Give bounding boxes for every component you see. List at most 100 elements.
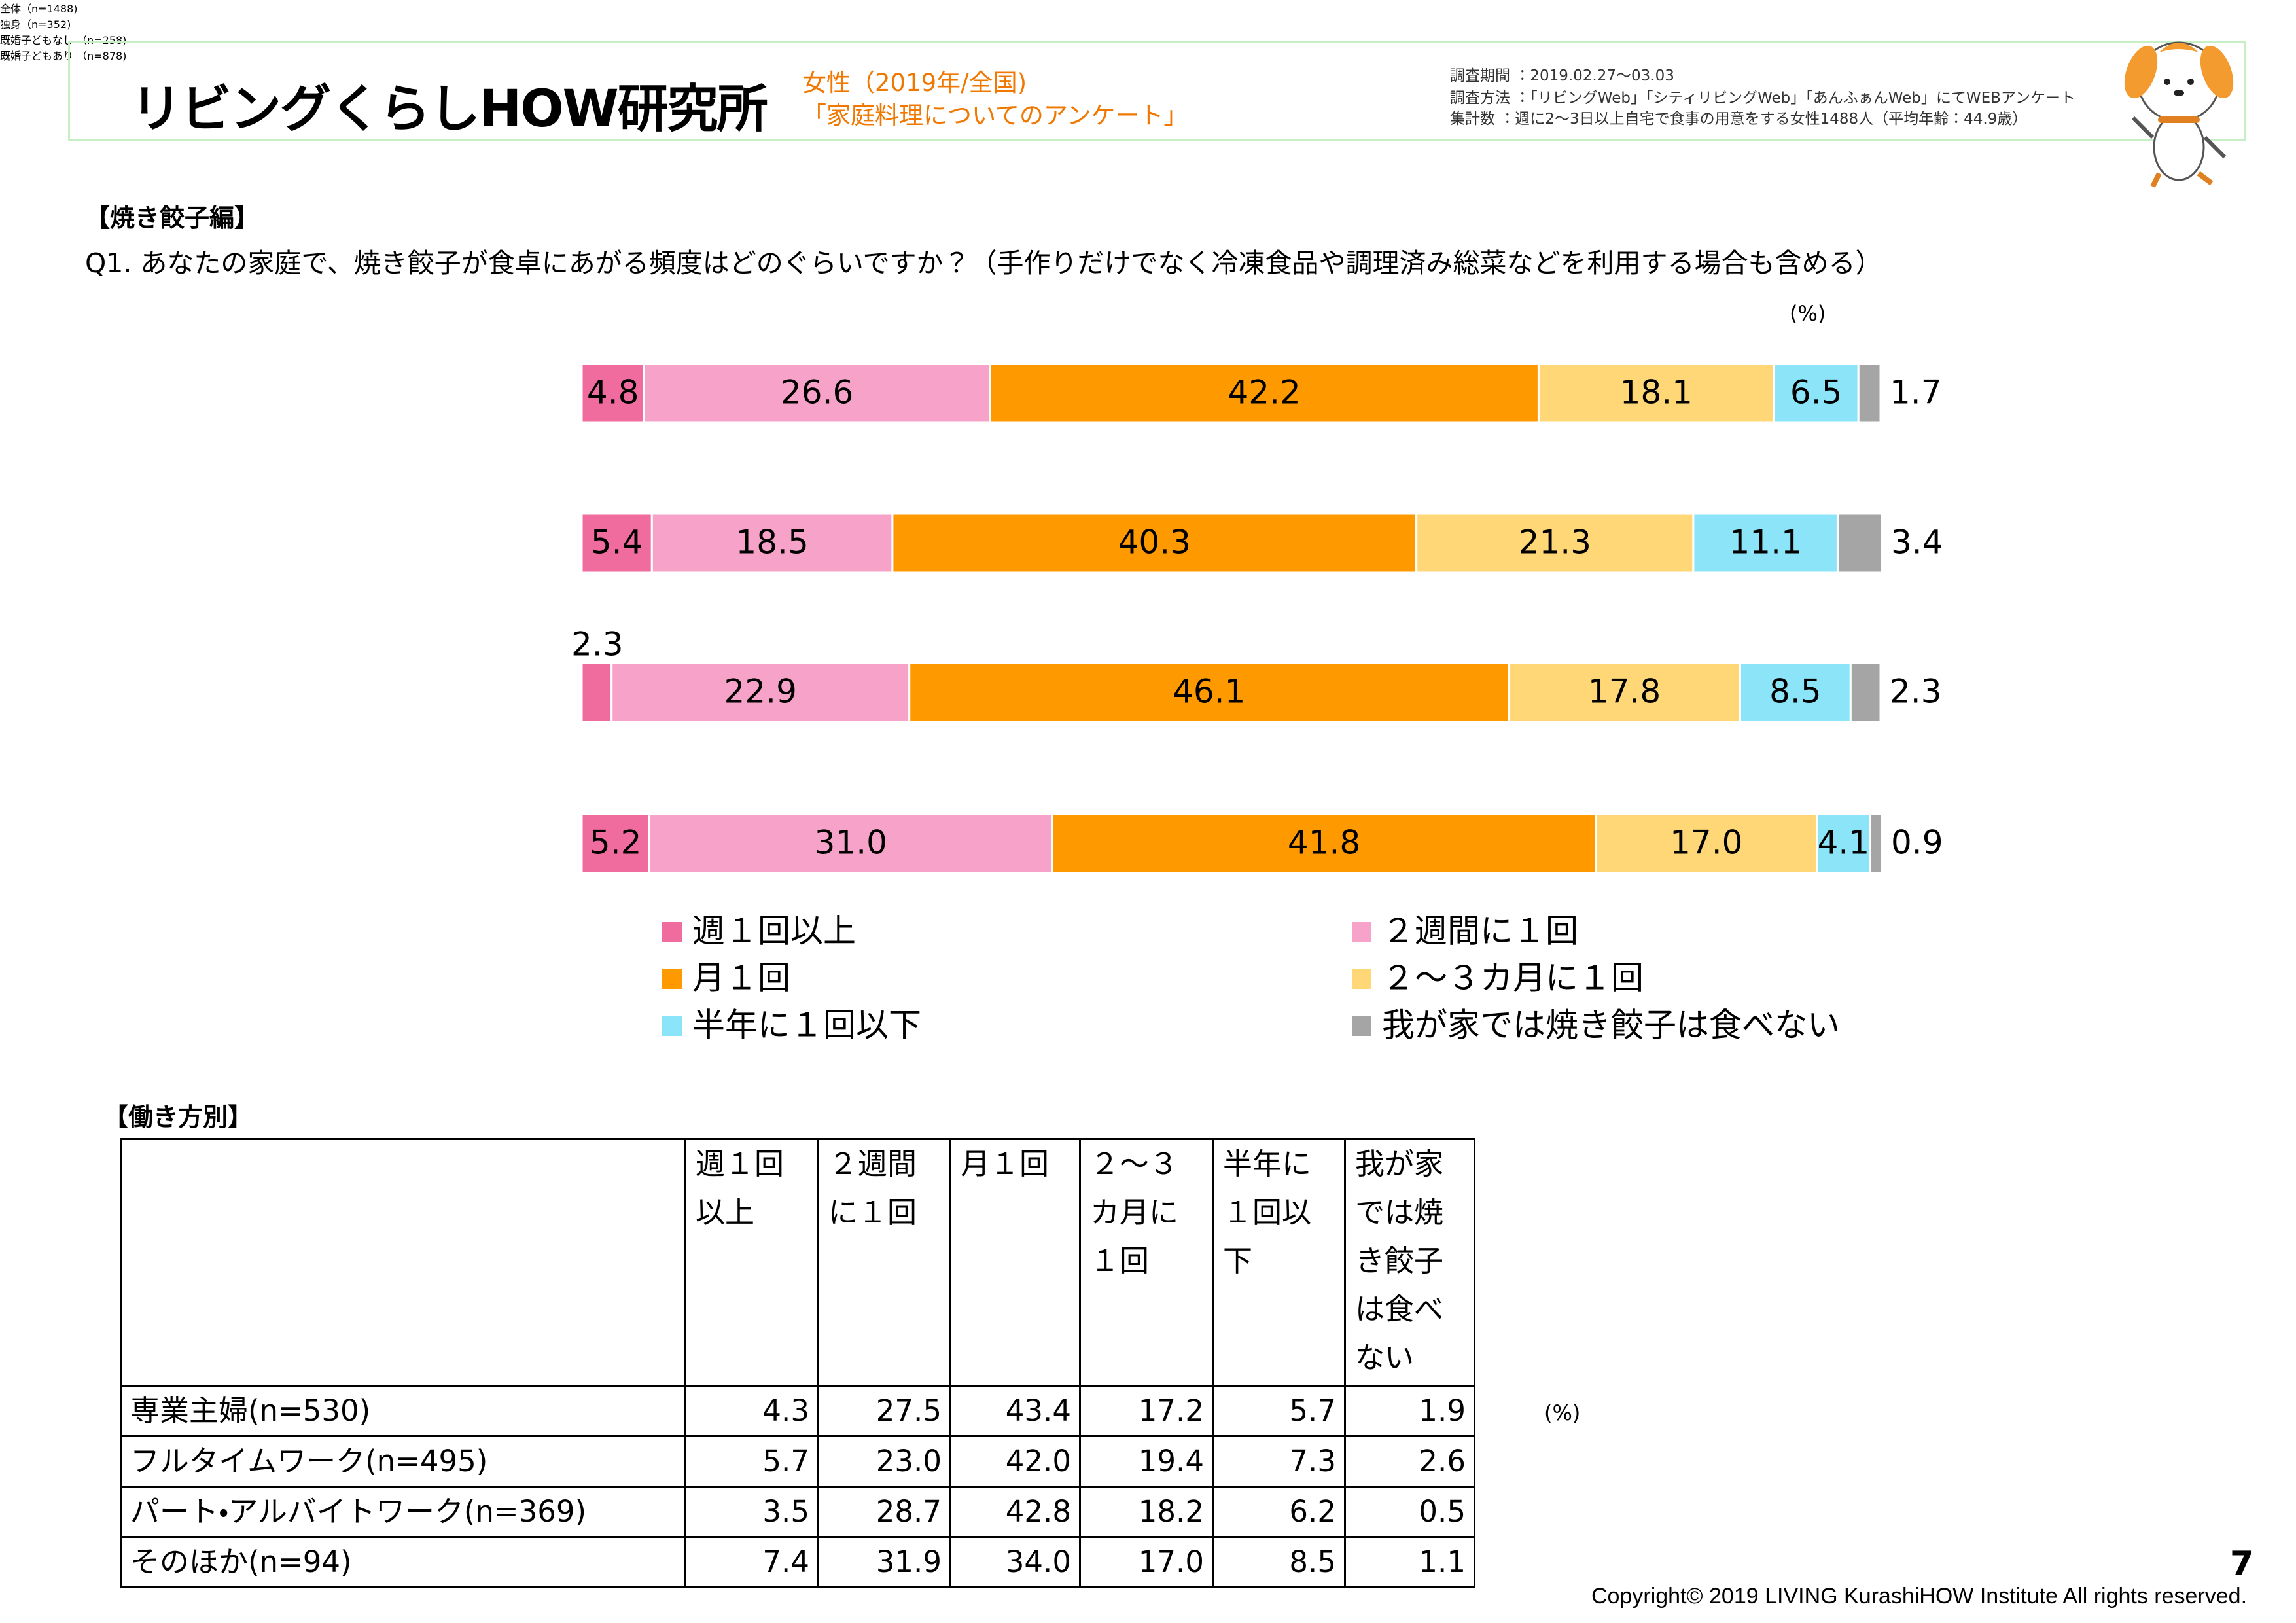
value-label: 18.5: [735, 524, 808, 562]
value-cell: 27.5: [817, 1385, 951, 1437]
value-cell: 1.1: [1344, 1536, 1475, 1588]
section-title: 【焼き餃子編】: [85, 204, 260, 232]
value-label: 22.9: [724, 673, 797, 711]
header-cell: [120, 1138, 686, 1387]
value-cell: 19.4: [1079, 1435, 1214, 1488]
value-cell: 18.2: [1079, 1486, 1214, 1538]
bar-segment: [989, 363, 1540, 424]
value-label: 18.1: [1620, 374, 1693, 412]
value-label: 8.5: [1769, 673, 1822, 711]
value-label: 4.8: [587, 374, 639, 412]
logo: リビングくらしHOW研究所: [131, 80, 768, 139]
bar-segment: [1849, 662, 1882, 723]
bar-segment: [1051, 813, 1597, 874]
page-number: 7: [2230, 1544, 2254, 1584]
bar-segment: [908, 662, 1510, 723]
bar-segment: [1836, 512, 1883, 574]
chart: 4.8 26.6 42.2 18.1 6.5 1.7 5.4 18.5 40.3 21.3 11.1…: [571, 363, 1943, 1044]
value-label: 11.1: [1729, 524, 1801, 562]
table-row: フルタイムワーク(n=495) 5.7 23.0 42.0 19.4 7.3 2.6: [120, 1435, 1475, 1488]
survey-detail: 調査期間 ：2019.02.27～03.03: [1450, 67, 1674, 84]
bar-segment: [580, 512, 653, 574]
value-label: 6.5: [1790, 374, 1843, 412]
bar-segment: [1869, 813, 1883, 874]
value-cell: 3.5: [684, 1486, 819, 1538]
legend-label: 月１回: [692, 959, 790, 997]
table-header: 週１回以上 ２週間に１回 月１回 ２～３カ月に１回 半年に１回以下 我が家では焼き餃子は食…: [120, 1138, 1475, 1387]
value-cell: 5.7: [684, 1435, 819, 1488]
category-label: 既婚子どもなし （n=258): [0, 34, 127, 46]
category-labels: 全体（n=1488) 独身（n=352) 既婚子どもなし （n=258) 既婚子どもあ…: [0, 0, 2296, 63]
value-label: 31.0: [815, 824, 887, 862]
value-cell: 7.4: [684, 1536, 819, 1588]
bar-segment: [1595, 813, 1818, 874]
table-row: 専業主婦(n=530) 4.3 27.5 43.4 17.2 5.7 1.9: [120, 1385, 1475, 1437]
header-cell: ２～３カ月に１回: [1079, 1138, 1214, 1387]
survey-detail: 集計数 ：週に2～3日以上自宅で食事の用意をする女性1488人（平均年齢：44.…: [1450, 111, 2028, 128]
bar-segment: [1692, 512, 1839, 574]
survey-title: 「家庭料理についてのアンケート」: [802, 101, 1188, 130]
value-label: 2.3: [1890, 673, 1942, 711]
value-label: 41.8: [1288, 824, 1360, 862]
bar-segment: [1415, 512, 1695, 574]
mascot: [2124, 41, 2234, 188]
bar-segment: [1739, 662, 1852, 723]
header-box: [68, 41, 2246, 141]
row-label: そのほか(n=94): [120, 1536, 686, 1588]
value-cell: 17.0: [1079, 1536, 1214, 1588]
bar-segment: [610, 662, 911, 723]
value-cell: 23.0: [817, 1435, 951, 1488]
value-cell: 0.5: [1344, 1486, 1475, 1538]
value-cell: 31.9: [817, 1536, 951, 1588]
value-cell: 42.0: [949, 1435, 1081, 1488]
value-label: 17.8: [1588, 673, 1661, 711]
legend-marker: [662, 922, 682, 942]
bar-segment: [643, 363, 991, 424]
value-cell: 28.7: [817, 1486, 951, 1538]
category-label: 全体（n=1488): [0, 3, 78, 15]
value-label: 5.4: [591, 524, 643, 562]
bar-segment: [580, 813, 650, 874]
header-cell: 半年に１回以下: [1212, 1138, 1346, 1387]
header-cell: 我が家では焼き餃子は食べない: [1344, 1138, 1475, 1387]
bar-segment: [648, 813, 1053, 874]
legend-label: 我が家では焼き餃子は食べない: [1382, 1007, 1840, 1044]
value-label: 0.9: [1891, 824, 1943, 862]
value-label: 3.4: [1891, 524, 1943, 562]
value-cell: 1.9: [1344, 1385, 1475, 1437]
legend-label: ２週間に１回: [1382, 912, 1578, 950]
legend-marker: [662, 1016, 682, 1036]
category-label: 既婚子どもあり （n=878): [0, 50, 127, 62]
bar-segment: [1508, 662, 1741, 723]
value-cell: 42.8: [949, 1486, 1081, 1538]
legend-marker: [1352, 922, 1371, 942]
legend-label: 半年に１回以下: [692, 1007, 921, 1044]
row-label: パート・アルバイトワーク(n=369): [120, 1486, 686, 1538]
value-label: 17.0: [1670, 824, 1742, 862]
value-cell: 4.3: [684, 1385, 819, 1437]
value-cell: 8.5: [1212, 1536, 1346, 1588]
header-cell: 月１回: [949, 1138, 1081, 1387]
value-cell: 34.0: [949, 1536, 1081, 1588]
question: Q1. あなたの家庭で、焼き餃子が食卓にあがる頻度はどのぐらいですか？（手作りだ…: [85, 247, 1882, 279]
value-label: 5.2: [590, 824, 642, 862]
table: 週１回以上 ２週間に１回 月１回 ２～３カ月に１回 半年に１回以下 我が家では焼き餃子は食…: [120, 1138, 1475, 1588]
value-cell: 6.2: [1212, 1486, 1346, 1538]
unit-label: (%): [1544, 1400, 1581, 1425]
header-cell: ２週間に１回: [817, 1138, 951, 1387]
bar-segment: [1537, 363, 1775, 424]
bar-segment: [1773, 363, 1860, 424]
bar-segment: [1857, 363, 1882, 424]
legend-marker: [1352, 969, 1371, 989]
legend-marker: [662, 969, 682, 989]
legend-label: ２～３カ月に１回: [1382, 959, 1644, 997]
bar-segment: [650, 512, 894, 574]
bar-segment: [891, 512, 1418, 574]
value-label: 46.1: [1173, 673, 1245, 711]
table-title: 【働き方別】: [103, 1103, 253, 1132]
value-label: 40.3: [1118, 524, 1191, 562]
subject: 女性（2019年/全国): [802, 69, 1027, 97]
table-row: そのほか(n=94) 7.4 31.9 34.0 17.0 8.5 1.1: [120, 1536, 1475, 1588]
